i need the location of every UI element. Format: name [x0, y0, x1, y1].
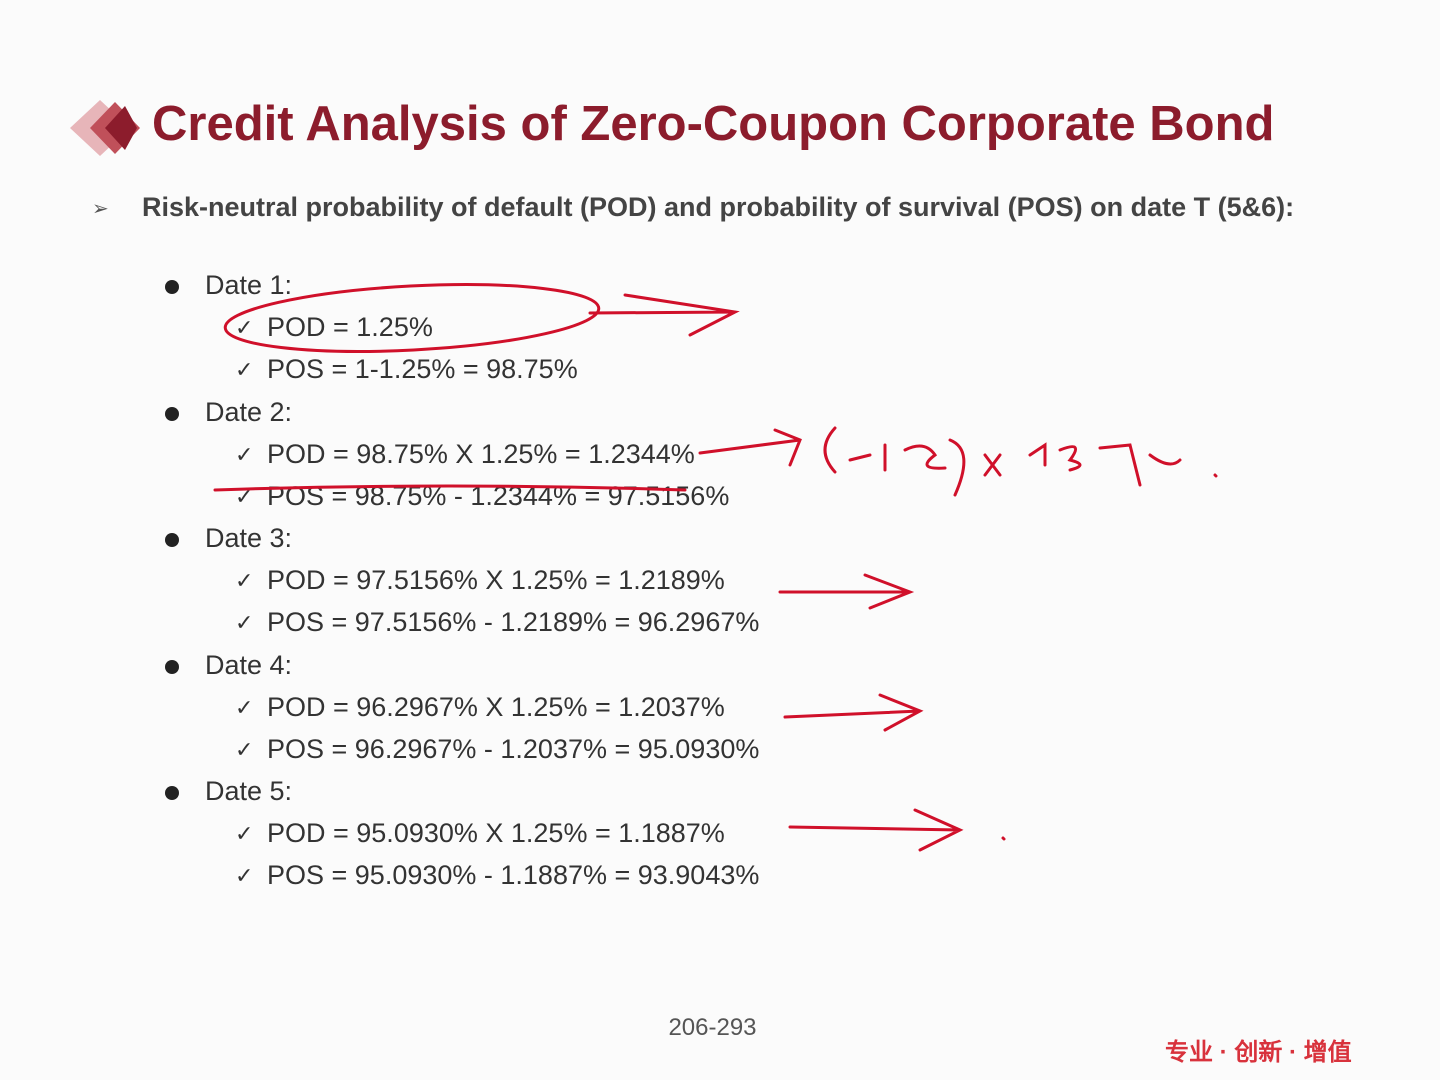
formula: POD = 1.25%: [267, 312, 433, 342]
bullet: [165, 786, 179, 800]
check-mark: ✓: [235, 568, 254, 593]
formula: POS = 96.2967% - 1.2037% = 95.0930%: [267, 733, 760, 764]
check-mark: ✓: [235, 863, 254, 888]
check-mark: ✓: [235, 357, 254, 382]
date-label: Date 3:: [205, 523, 293, 553]
date-label: Date 1:: [205, 270, 293, 300]
date-label: Date 2:: [205, 396, 293, 427]
formula: POD = 97.5156% X 1.25% = 1.2189%: [267, 565, 725, 595]
page-number: 206-293: [668, 1014, 757, 1041]
check-mark: ✓: [235, 821, 254, 846]
bullet: [165, 280, 179, 294]
check-mark: ✓: [235, 694, 254, 720]
date-label: Date 5:: [205, 776, 293, 806]
check-mark: ✓: [235, 736, 254, 762]
formula: POD = 96.2967% X 1.25% = 1.2037%: [267, 691, 725, 722]
check-mark: ✓: [235, 441, 254, 467]
check-mark: ✓: [235, 315, 254, 340]
bullet: [165, 659, 179, 674]
formula: POS = 1-1.25% = 98.75%: [267, 354, 578, 384]
date-label: Date 4:: [205, 649, 293, 680]
formula: POD = 95.0930% X 1.25% = 1.1887%: [267, 818, 725, 848]
formula: POD = 98.75% X 1.25% = 1.2344%: [267, 438, 695, 469]
bullet: [165, 406, 179, 421]
bullet: [165, 533, 179, 547]
intro-marker: ➢: [92, 198, 109, 220]
title-icon: [70, 100, 140, 156]
formula: POS = 97.5156% - 1.2189% = 96.2967%: [267, 607, 760, 637]
slogan: 专业 · 创新 · 增值: [1165, 1039, 1352, 1066]
check-mark: ✓: [235, 610, 254, 635]
title: Credit Analysis of Zero-Coupon Corporate…: [152, 97, 1275, 151]
intro: Risk-neutral probability of default (POD…: [142, 192, 1295, 222]
formula: POS = 95.0930% - 1.1887% = 93.9043%: [267, 860, 760, 890]
